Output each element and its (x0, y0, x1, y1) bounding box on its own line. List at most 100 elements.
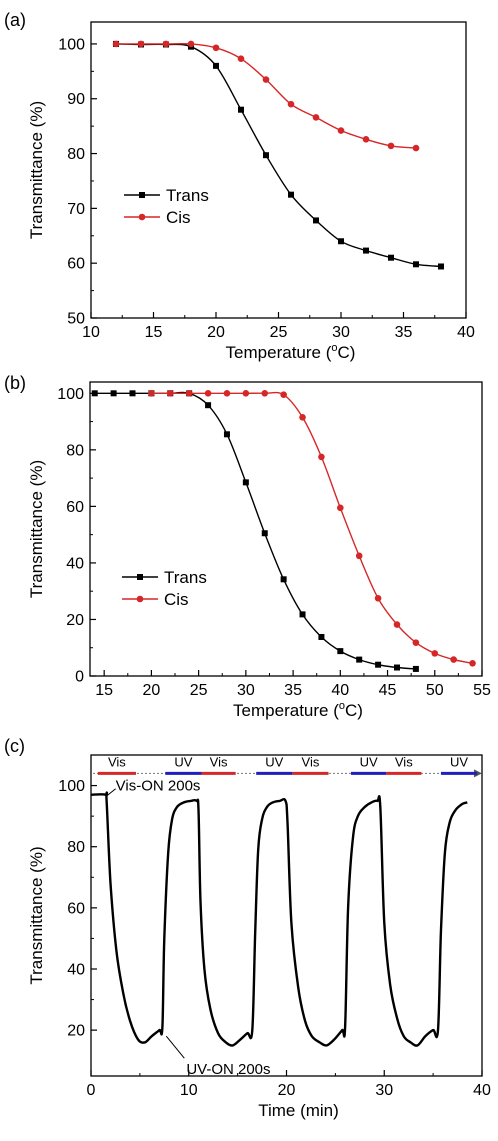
x-axis-label: Time (min) (258, 1101, 339, 1120)
x-tick-label: 30 (237, 682, 255, 699)
legend-label: Trans (166, 186, 209, 205)
data-point-circle (337, 504, 344, 512)
data-point-circle (431, 650, 439, 657)
chart-panel-c: (c) 0 10 20 30 40 20 40 60 80 100 Time (min) Transmi… (4, 736, 491, 1120)
data-point-square (313, 217, 319, 224)
x-tick-label: 15 (95, 682, 113, 699)
data-point-square (413, 261, 419, 268)
illumination-timeline-arrow (474, 769, 482, 778)
series-line (90, 791, 468, 1047)
data-point-circle (166, 390, 174, 397)
data-point-circle (393, 621, 401, 628)
data-point-square (363, 247, 369, 254)
data-point-circle (287, 100, 295, 108)
series-line (151, 391, 473, 664)
panel-label: (b) (4, 373, 26, 393)
plot-frame (90, 21, 467, 319)
y-axis-label: Transmittance (%) (27, 460, 46, 598)
x-tick-label: 20 (142, 682, 160, 699)
data-point-circle (469, 659, 476, 667)
data-point-circle (185, 390, 193, 397)
y-tick-label: 50 (67, 311, 85, 328)
legend-label: Cis (166, 208, 191, 227)
x-tick-label: 10 (180, 1082, 198, 1099)
data-point-square (288, 191, 294, 198)
x-tick-label: 50 (426, 682, 444, 699)
series-line (94, 391, 416, 670)
illumination-band-label: Vis (395, 754, 413, 769)
data-point-circle (162, 40, 170, 48)
illumination-band-label: UV (450, 754, 468, 769)
data-point-circle (262, 76, 270, 83)
illumination-band-label: UV (265, 754, 283, 769)
y-axis-label: Transmittance (%) (27, 846, 46, 984)
data-point-square (299, 611, 306, 618)
y-tick-label: 20 (66, 612, 84, 629)
data-point-square (110, 390, 117, 397)
y-tick-label: 60 (66, 499, 84, 516)
data-point-circle (223, 390, 231, 397)
panel-label: (a) (4, 10, 26, 30)
legend-marker-square (139, 192, 145, 198)
plot-frame (89, 381, 483, 677)
legend-marker-circle (138, 213, 146, 221)
data-point-square (412, 665, 419, 672)
data-point-square (129, 390, 136, 397)
data-point-square (91, 390, 98, 397)
x-tick-label: 15 (145, 324, 163, 341)
data-point-square (338, 238, 344, 245)
y-tick-label: 90 (67, 91, 85, 108)
data-point-circle (387, 142, 395, 150)
data-point-circle (237, 55, 245, 63)
x-tick-label: 40 (457, 324, 475, 341)
data-point-circle (337, 127, 345, 134)
data-point-square (213, 62, 219, 69)
legend-marker-square (137, 574, 143, 580)
legend-label: Trans (164, 568, 207, 587)
legend-marker-circle (136, 595, 144, 603)
y-tick-label: 60 (67, 900, 85, 917)
illumination-band-label: Vis (108, 754, 126, 769)
data-point-square (438, 263, 444, 270)
data-point-circle (299, 414, 306, 421)
x-tick-label: 20 (207, 324, 225, 341)
data-point-circle (280, 391, 287, 399)
data-point-square (242, 479, 249, 486)
y-tick-label: 100 (58, 36, 85, 53)
y-axis-label: Transmittance (%) (27, 101, 46, 239)
y-tick-label: 100 (57, 386, 84, 403)
x-tick-label: 45 (379, 682, 397, 699)
data-point-square (388, 254, 394, 261)
illumination-band-label: UV (174, 754, 192, 769)
annotation-pointer (165, 1035, 185, 1059)
illumination-band-label: Vis (302, 754, 320, 769)
annotation-pointer (105, 788, 116, 798)
y-tick-label: 20 (67, 1023, 85, 1040)
data-point-circle (355, 552, 363, 560)
y-tick-label: 80 (67, 146, 85, 163)
data-point-square (393, 664, 400, 671)
panel-label: (c) (4, 736, 25, 756)
x-tick-label: 55 (473, 682, 491, 699)
x-tick-label: 10 (82, 324, 100, 341)
data-point-circle (112, 40, 120, 48)
x-axis-label: Temperature (oC) (226, 342, 356, 362)
chart-panel-b: (b) 15 20 25 30 35 40 45 50 55 0 20 40 60 80 100 Tempera… (4, 373, 491, 720)
series-line (116, 42, 417, 149)
y-tick-label: 40 (67, 962, 85, 979)
x-tick-label: 25 (190, 682, 208, 699)
data-point-circle (212, 44, 220, 52)
x-tick-label: 20 (278, 1082, 296, 1099)
y-tick-label: 70 (67, 201, 85, 218)
x-tick-label: 30 (332, 324, 350, 341)
data-point-circle (450, 656, 457, 663)
data-point-square (263, 152, 269, 159)
data-point-square (337, 648, 344, 655)
data-point-circle (204, 390, 212, 397)
legend-label: Cis (164, 590, 189, 609)
data-point-circle (137, 40, 145, 48)
x-tick-label: 30 (375, 1082, 393, 1099)
illumination-band-label: Vis (210, 754, 228, 769)
data-point-square (261, 530, 268, 537)
